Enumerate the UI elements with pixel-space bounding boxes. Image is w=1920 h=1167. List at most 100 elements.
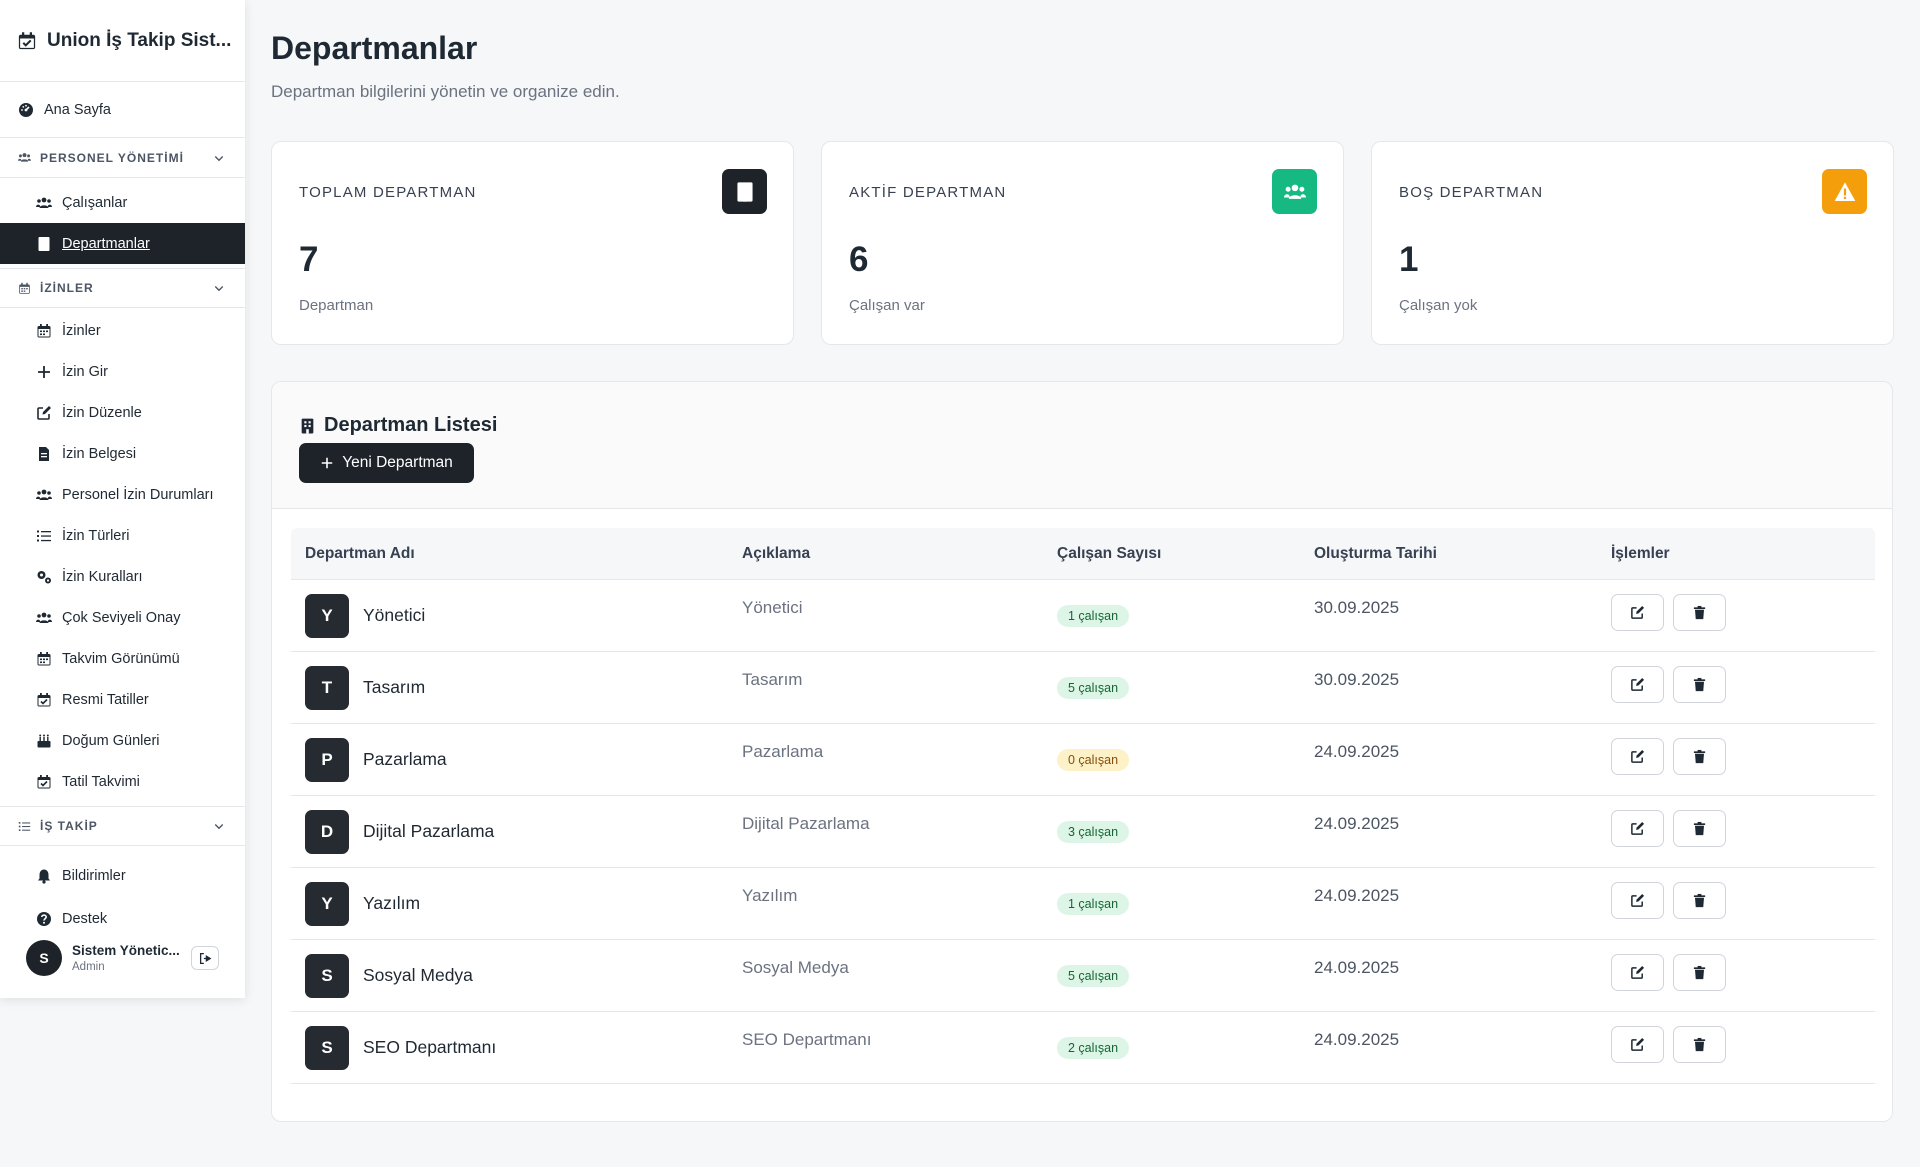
row-actions <box>1611 954 1735 991</box>
brand[interactable]: Union İş Takip Sist... <box>0 0 245 82</box>
bell-icon <box>36 868 52 884</box>
department-initial-badge: S <box>305 953 349 998</box>
sidebar-item-leave-rules[interactable]: İzin Kuralları <box>0 556 245 597</box>
edit-icon <box>1630 821 1645 836</box>
sidebar-item-support[interactable]: Destek <box>0 897 245 940</box>
sidebar-item-holidays[interactable]: Resmi Tatiller <box>0 679 245 720</box>
department-name: Pazarlama <box>363 749 447 769</box>
list-title-text: Departman Listesi <box>324 414 498 436</box>
calendar-icon <box>36 651 52 667</box>
list-title: Departman Listesi <box>299 414 497 437</box>
new-department-button[interactable]: Yeni Departman <box>299 443 474 483</box>
trash-icon <box>1692 821 1707 836</box>
sidebar-item-label: Tatil Takvimi <box>62 773 140 790</box>
sidebar-item-label: Destek <box>62 910 108 927</box>
building-icon <box>36 236 52 252</box>
button-label: Yeni Departman <box>342 454 453 471</box>
sidebar-item-employees[interactable]: Çalışanlar <box>0 182 245 223</box>
department-description: Tasarım <box>742 670 803 689</box>
edit-button[interactable] <box>1611 954 1664 991</box>
edit-icon <box>1630 965 1645 980</box>
page-subtitle: Departman bilgilerini yönetin ve organiz… <box>271 82 620 101</box>
sidebar-item-label: Doğum Günleri <box>62 732 160 749</box>
created-date: 24.09.2025 <box>1314 814 1400 833</box>
sidebar-item-leave-status[interactable]: Personel İzin Durumları <box>0 474 245 515</box>
logout-button[interactable] <box>191 946 219 970</box>
gears-icon <box>36 569 52 585</box>
sidebar-item-birthdays[interactable]: Doğum Günleri <box>0 720 245 761</box>
sidebar-item-label: İzin Kuralları <box>62 568 143 585</box>
edit-button[interactable] <box>1611 882 1664 919</box>
column-header-description: Açıklama <box>742 544 811 562</box>
department-name-cell: Y Yazılım <box>305 881 420 926</box>
department-initial-badge: T <box>305 665 349 710</box>
sidebar-item-label: Ana Sayfa <box>44 101 111 118</box>
table-row: S SEO Departmanı SEO Departmanı 2 çalışan 24… <box>291 1012 1875 1084</box>
employee-count-badge: 5 çalışan <box>1057 677 1130 699</box>
sidebar-item-notifications[interactable]: Bildirimler <box>0 854 245 897</box>
delete-button[interactable] <box>1673 882 1726 919</box>
sidebar-item-multi-approval[interactable]: Çok Seviyeli Onay <box>0 597 245 638</box>
trash-icon <box>1692 677 1707 692</box>
stat-value: 6 <box>849 240 869 279</box>
column-header-actions: İşlemler <box>1611 544 1670 562</box>
sidebar-item-label: Çalışanlar <box>62 194 128 211</box>
sidebar-item-leave-types[interactable]: İzin Türleri <box>0 515 245 556</box>
sidebar-item-edit-leave[interactable]: İzin Düzenle <box>0 392 245 433</box>
column-header-name: Departman Adı <box>305 544 415 562</box>
chevron-down-icon <box>213 820 225 832</box>
delete-button[interactable] <box>1673 738 1726 775</box>
edit-button[interactable] <box>1611 594 1664 631</box>
calendar-check-icon <box>17 31 37 51</box>
users-icon <box>1284 181 1306 203</box>
avatar: S <box>26 940 62 976</box>
plus-icon <box>36 364 52 380</box>
sidebar: Union İş Takip Sist... Ana Sayfa PERSONE… <box>0 0 245 998</box>
created-date: 24.09.2025 <box>1314 742 1400 761</box>
trash-icon <box>1692 965 1707 980</box>
section-izinler-toggle[interactable]: İZİNLER <box>0 268 245 308</box>
delete-button[interactable] <box>1673 666 1726 703</box>
delete-button[interactable] <box>1673 810 1726 847</box>
edit-button[interactable] <box>1611 810 1664 847</box>
stat-label: AKTİF DEPARTMAN <box>849 184 1007 201</box>
sidebar-item-holiday-calendar[interactable]: Tatil Takvimi <box>0 761 245 802</box>
department-name: Sosyal Medya <box>363 965 473 985</box>
edit-icon <box>1630 749 1645 764</box>
delete-button[interactable] <box>1673 1026 1726 1063</box>
stat-badge <box>722 169 767 214</box>
department-list-card: Departman Listesi Yeni Departman Departm… <box>271 381 1893 1122</box>
chevron-down-icon <box>213 282 225 294</box>
sidebar-item-add-leave[interactable]: İzin Gir <box>0 351 245 392</box>
sidebar-item-label: Takvim Görünümü <box>62 650 180 667</box>
users-icon <box>36 195 52 211</box>
employee-count-badge: 1 çalışan <box>1057 605 1130 627</box>
employee-count-badge: 2 çalışan <box>1057 1037 1130 1059</box>
sidebar-item-calendar-view[interactable]: Takvim Görünümü <box>0 638 245 679</box>
edit-button[interactable] <box>1611 738 1664 775</box>
stat-value: 7 <box>299 240 319 279</box>
sidebar-item-label: Personel İzin Durumları <box>62 486 214 503</box>
warning-icon <box>1834 181 1856 203</box>
department-name: SEO Departmanı <box>363 1037 497 1057</box>
created-date: 30.09.2025 <box>1314 670 1400 689</box>
sidebar-item-departments[interactable]: Departmanlar <box>0 223 245 264</box>
section-is-takip-toggle[interactable]: İŞ TAKİP <box>0 806 245 846</box>
stat-label: TOPLAM DEPARTMAN <box>299 184 477 201</box>
created-date: 30.09.2025 <box>1314 598 1400 617</box>
brand-title: Union İş Takip Sist... <box>47 29 232 51</box>
chevron-down-icon <box>213 152 225 164</box>
sidebar-item-leave-document[interactable]: İzin Belgesi <box>0 433 245 474</box>
department-name: Yönetici <box>363 605 426 625</box>
employee-count-badge: 5 çalışan <box>1057 965 1130 987</box>
department-initial-badge: Y <box>305 881 349 926</box>
delete-button[interactable] <box>1673 954 1726 991</box>
sidebar-item-leaves[interactable]: İzinler <box>0 310 245 351</box>
stat-badge <box>1822 169 1867 214</box>
sidebar-item-home[interactable]: Ana Sayfa <box>0 82 245 138</box>
edit-button[interactable] <box>1611 1026 1664 1063</box>
edit-button[interactable] <box>1611 666 1664 703</box>
delete-button[interactable] <box>1673 594 1726 631</box>
section-personel-toggle[interactable]: PERSONEL YÖNETİMİ <box>0 138 245 178</box>
column-header-date: Oluşturma Tarihi <box>1314 544 1437 562</box>
